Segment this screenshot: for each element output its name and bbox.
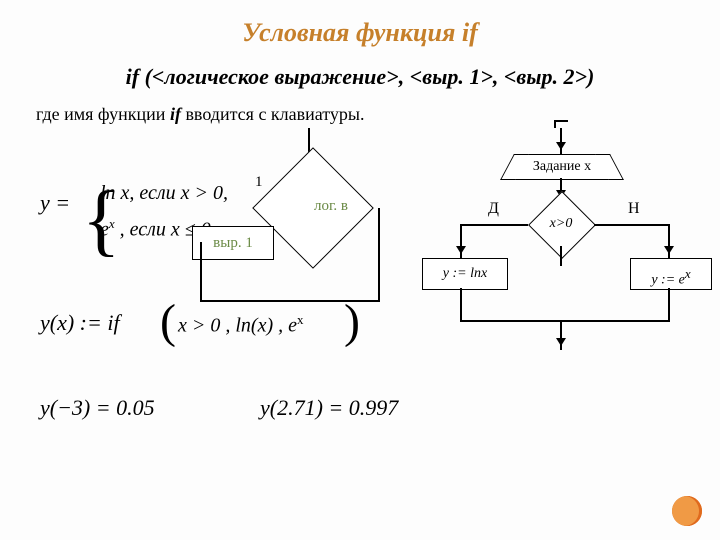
arrow-down-icon	[668, 224, 670, 258]
left-box: выр. 1	[192, 226, 274, 260]
line-icon	[460, 320, 670, 322]
line-icon	[460, 224, 528, 226]
process-ex: y := ex	[630, 258, 712, 290]
syntax-line: if (<логическое выражение>, <выр. 1>, <в…	[0, 64, 720, 90]
syntax-if: if	[126, 64, 139, 89]
line-icon	[200, 242, 202, 300]
arrow-down-icon	[560, 128, 562, 154]
line-icon	[200, 300, 380, 302]
process-ex-sup: x	[685, 266, 691, 281]
note-if: if	[170, 104, 181, 124]
yes-label: Д	[488, 200, 499, 218]
yx-def: y(x) := if	[40, 310, 120, 336]
left-diamond-label: лог. в	[276, 198, 386, 215]
syntax-arg1: <логическое выражение>	[152, 64, 399, 89]
pw2-a: e	[100, 219, 109, 241]
right-flowchart: Задание x x>0 Д Н y := lnx y := ex	[430, 128, 710, 388]
yx-args: x > 0 , ln(x) , ex	[178, 312, 304, 338]
line-icon	[378, 208, 380, 300]
left-one-label: 1	[255, 174, 263, 191]
line-icon	[594, 224, 670, 226]
syntax-sep2: ,	[493, 64, 504, 89]
note-pre: где имя функции	[36, 104, 170, 124]
page-title: Условная функция if	[0, 18, 720, 48]
arrow-down-icon	[560, 320, 562, 350]
line-icon	[668, 288, 670, 320]
process-ln-i: x	[481, 266, 487, 281]
close-paren-icon: )	[344, 294, 360, 349]
input-block: Задание x	[514, 154, 610, 180]
result-a: y(−3) = 0.05	[40, 395, 155, 421]
yx-lhs: y(x) := if	[40, 310, 120, 335]
note-line: где имя функции if вводится с клавиатуры…	[36, 104, 365, 125]
input-block-label: Задание x	[533, 159, 591, 174]
note-post: вводится с клавиатуры.	[181, 104, 365, 124]
piecewise-line1: ln x, если x > 0,	[100, 182, 228, 205]
accent-dot-icon	[672, 496, 702, 526]
piecewise-y: y =	[40, 190, 70, 216]
syntax-close: )	[587, 64, 594, 89]
syntax-sep1: ,	[399, 64, 410, 89]
syntax-arg2: <выр. 1>	[410, 64, 493, 89]
line-icon	[560, 246, 562, 266]
syntax-arg3: <выр. 2>	[504, 64, 587, 89]
result-b: y(2.71) = 0.997	[260, 395, 398, 421]
process-ln: y := lnx	[422, 258, 508, 290]
process-ex-a: y := e	[651, 273, 685, 288]
process-ln-a: y := ln	[443, 266, 481, 281]
no-label: Н	[628, 200, 640, 218]
arrow-down-icon	[460, 224, 462, 258]
yx-args-text: x > 0 , ln(x) , e	[178, 315, 297, 337]
syntax-open: (	[139, 64, 152, 89]
line-icon	[460, 288, 462, 320]
decision-block: x>0	[528, 202, 594, 246]
open-paren-icon: (	[160, 294, 176, 349]
decision-label: x>0	[528, 216, 594, 232]
yx-args-sup: x	[297, 312, 304, 327]
